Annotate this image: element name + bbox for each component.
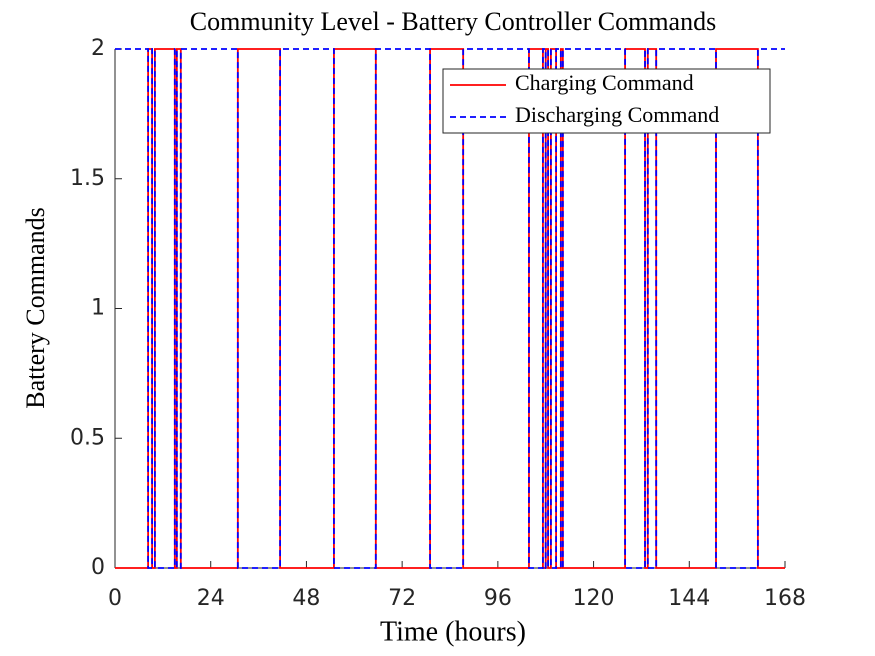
- x-tick-label: 120: [573, 586, 615, 611]
- x-tick-label: 96: [484, 586, 512, 611]
- chart-title: Community Level - Battery Controller Com…: [190, 7, 716, 36]
- x-tick-label: 72: [388, 586, 416, 611]
- x-tick-label: 24: [197, 586, 225, 611]
- legend-label: Charging Command: [515, 70, 694, 95]
- x-tick-label: 168: [764, 586, 806, 611]
- legend-label: Discharging Command: [515, 102, 719, 127]
- y-tick-label: 0.5: [70, 425, 105, 450]
- y-tick-label: 2: [91, 36, 105, 61]
- y-tick-label: 0: [91, 555, 105, 580]
- x-tick-label: 144: [668, 586, 710, 611]
- y-tick-label: 1: [91, 296, 105, 321]
- x-axis-label: Time (hours): [380, 616, 526, 647]
- x-tick-label: 0: [108, 586, 122, 611]
- x-tick-label: 48: [292, 586, 320, 611]
- series-line: [115, 48, 785, 569]
- y-axis-label: Battery Commands: [21, 207, 50, 408]
- legend-box: [442, 68, 771, 134]
- y-tick-label: 1.5: [70, 166, 105, 191]
